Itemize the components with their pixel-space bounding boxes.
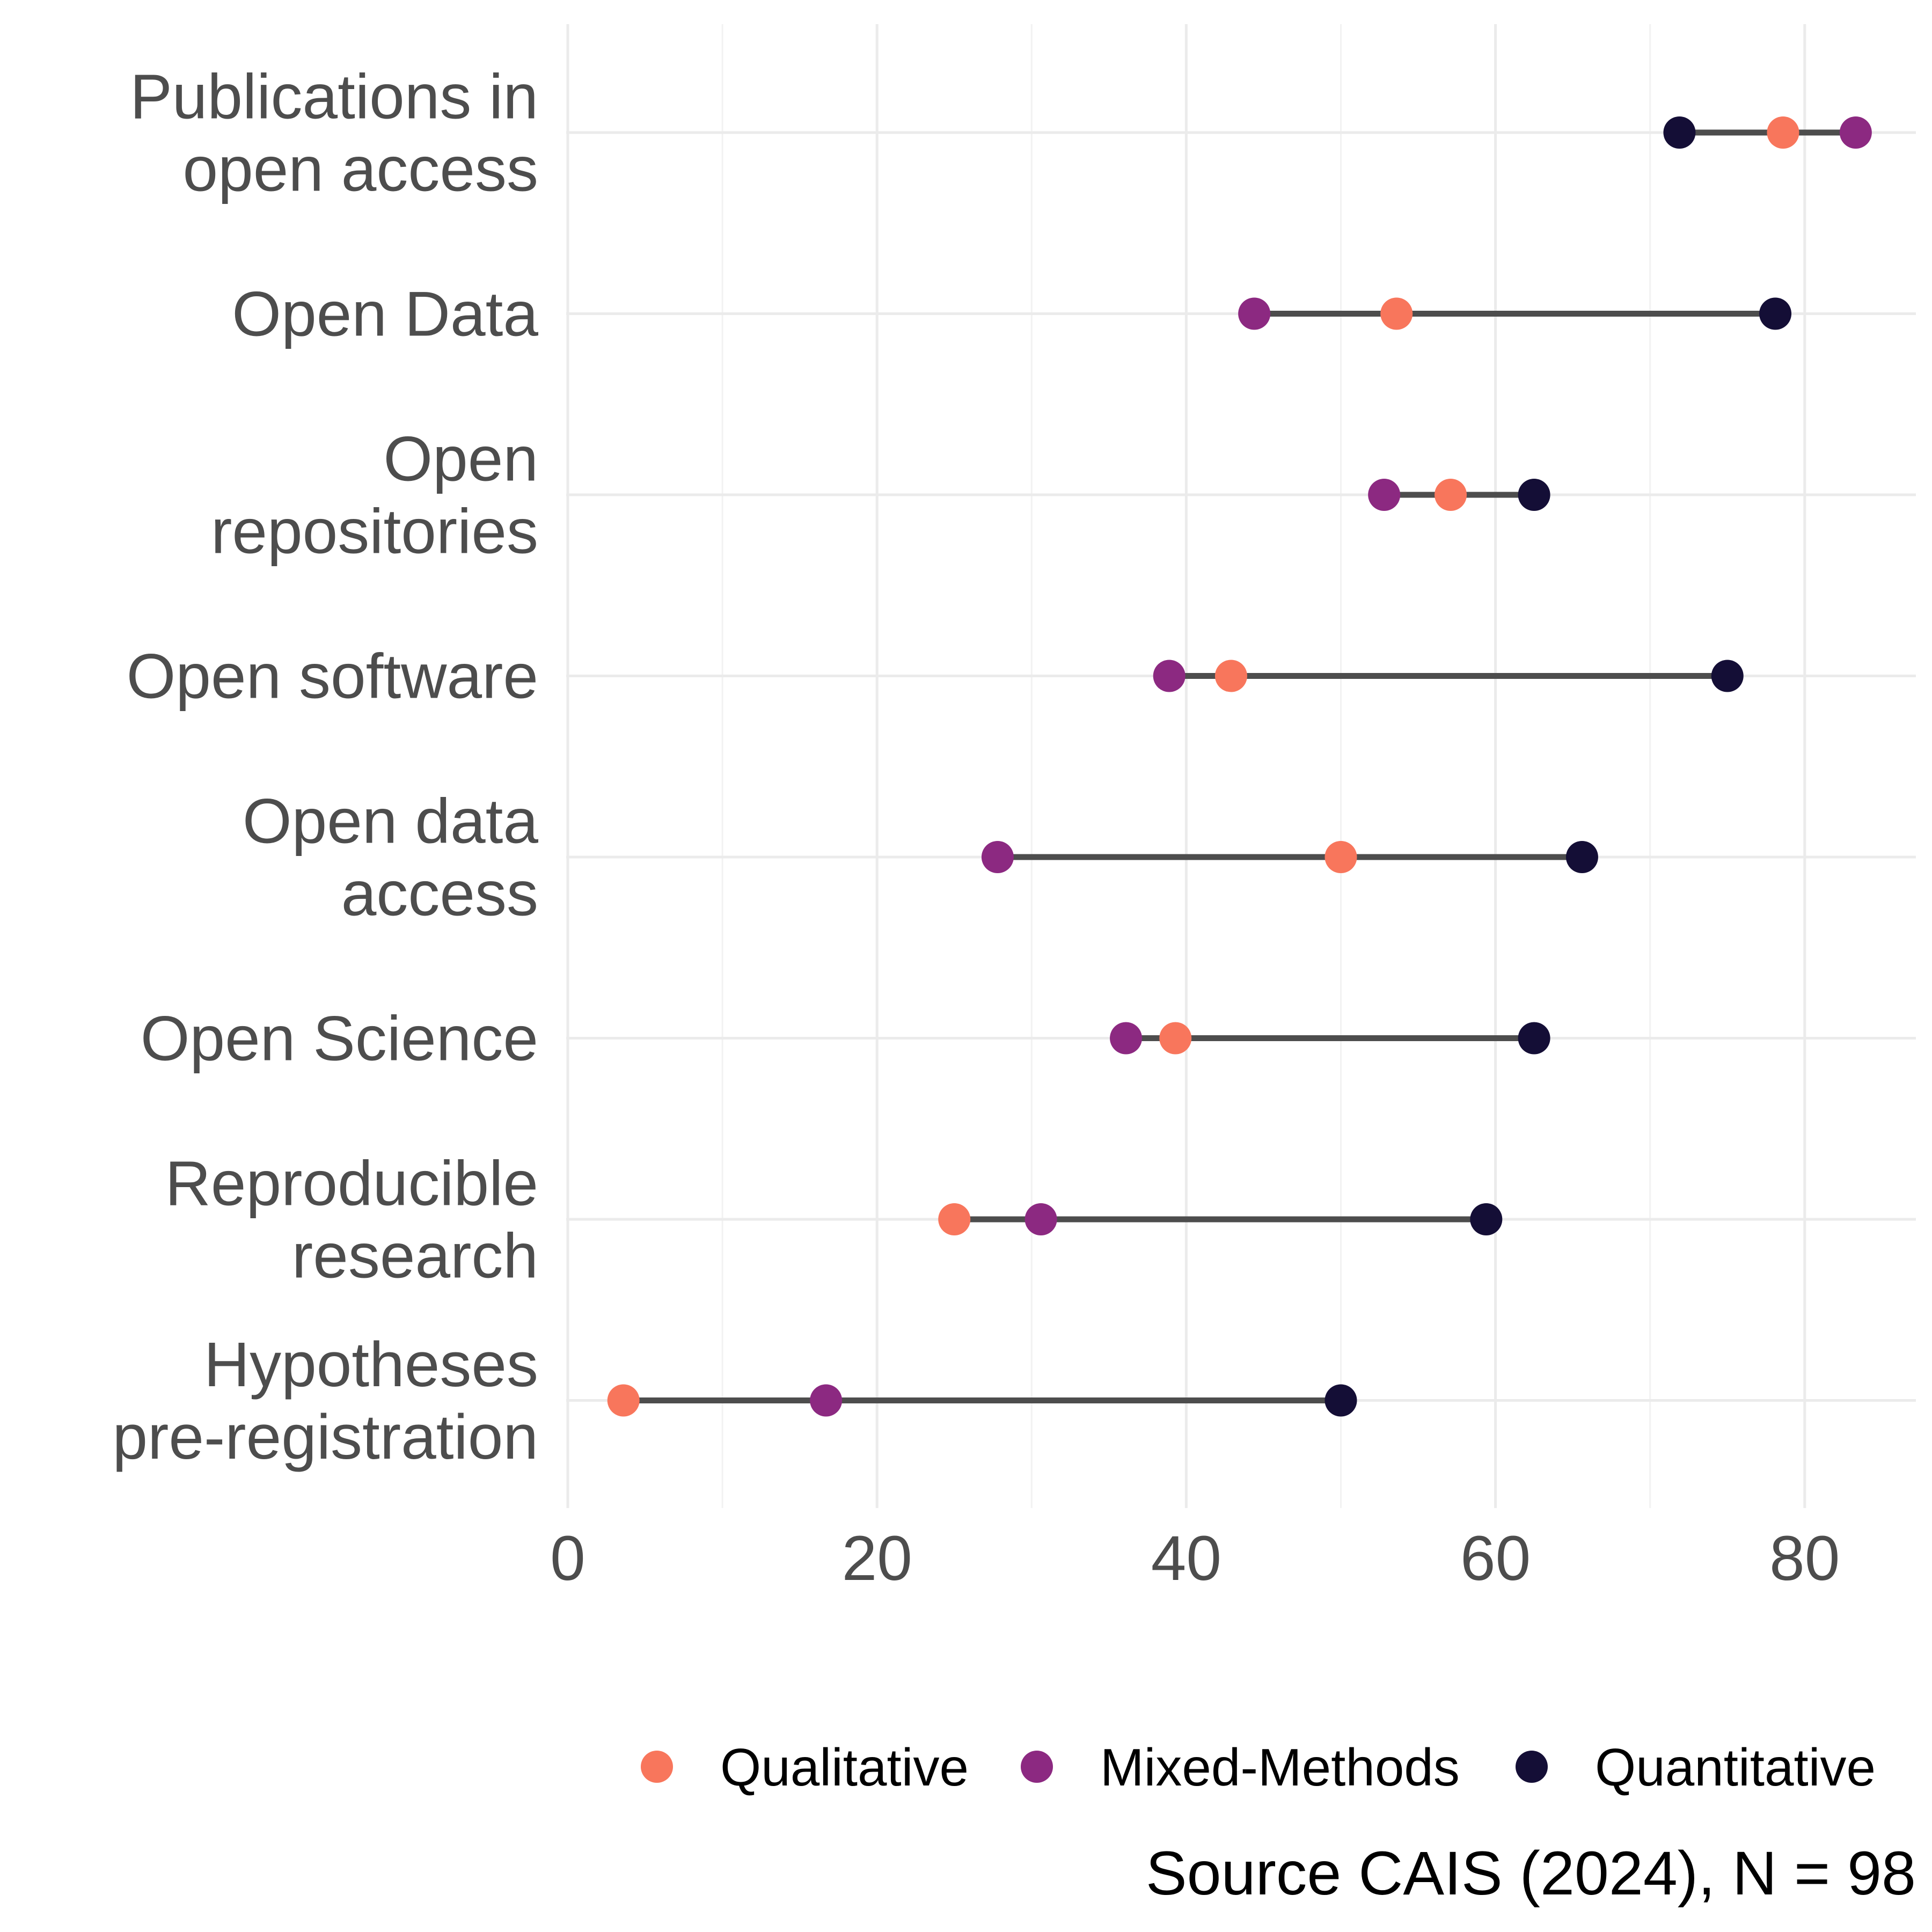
point-mixed-methods bbox=[1238, 297, 1271, 330]
segment-layer bbox=[623, 129, 1856, 1403]
legend-key-qualitative bbox=[641, 1751, 673, 1783]
legend: Qualitative Mixed-Methods Quantitative bbox=[641, 1738, 1876, 1797]
x-tick-label: 40 bbox=[1151, 1523, 1221, 1594]
y-tick-label: Open software bbox=[127, 641, 538, 712]
legend-key-mixed-methods bbox=[1021, 1751, 1053, 1783]
point-qualitative bbox=[1380, 297, 1413, 330]
legend-label: Quantitative bbox=[1595, 1738, 1876, 1797]
y-tick-label: Open repositories bbox=[211, 424, 538, 567]
x-tick-label: 60 bbox=[1460, 1523, 1531, 1594]
x-axis-tick-labels: 0 20 40 60 80 bbox=[550, 1523, 1840, 1594]
point-quantitative bbox=[1324, 1384, 1357, 1417]
point-mixed-methods bbox=[1110, 1022, 1143, 1055]
point-mixed-methods bbox=[1839, 116, 1872, 149]
y-tick-label: Open Data bbox=[232, 279, 538, 350]
legend-label: Mixed-Methods bbox=[1100, 1738, 1460, 1797]
point-mixed-methods bbox=[1153, 660, 1185, 692]
point-quantitative bbox=[1565, 841, 1598, 873]
y-axis-labels: Publications in open access Open Data Open r… bbox=[112, 62, 538, 1473]
point-mixed-methods bbox=[1368, 479, 1401, 511]
point-qualitative bbox=[938, 1203, 971, 1235]
x-tick-label: 0 bbox=[550, 1523, 586, 1594]
point-qualitative bbox=[607, 1384, 640, 1417]
grid-layer bbox=[566, 24, 1916, 1508]
legend-label: Qualitative bbox=[720, 1738, 969, 1797]
point-mixed-methods bbox=[981, 841, 1014, 873]
y-tick-label: Hypotheses pre-registration bbox=[112, 1329, 538, 1473]
y-tick-label: Open Science bbox=[141, 1004, 538, 1074]
y-tick-label: Reproducible research bbox=[165, 1148, 538, 1292]
point-quantitative bbox=[1470, 1203, 1503, 1235]
point-layer bbox=[607, 116, 1872, 1417]
point-mixed-methods bbox=[810, 1384, 843, 1417]
point-quantitative bbox=[1711, 660, 1744, 692]
caption: Source CAIS (2024), N = 98 bbox=[1146, 1839, 1916, 1908]
point-qualitative bbox=[1214, 660, 1247, 692]
point-quantitative bbox=[1759, 297, 1792, 330]
point-qualitative bbox=[1767, 116, 1799, 149]
point-quantitative bbox=[1518, 479, 1550, 511]
legend-key-quantitative bbox=[1516, 1751, 1548, 1783]
point-qualitative bbox=[1324, 841, 1357, 873]
y-tick-label: Publications in open access bbox=[130, 62, 538, 205]
point-quantitative bbox=[1518, 1022, 1550, 1055]
x-tick-label: 20 bbox=[842, 1523, 912, 1594]
point-quantitative bbox=[1663, 116, 1696, 149]
point-qualitative bbox=[1435, 479, 1467, 511]
point-mixed-methods bbox=[1024, 1203, 1057, 1235]
x-tick-label: 80 bbox=[1769, 1523, 1840, 1594]
point-qualitative bbox=[1159, 1022, 1192, 1055]
y-tick-label: Open data access bbox=[243, 786, 538, 930]
